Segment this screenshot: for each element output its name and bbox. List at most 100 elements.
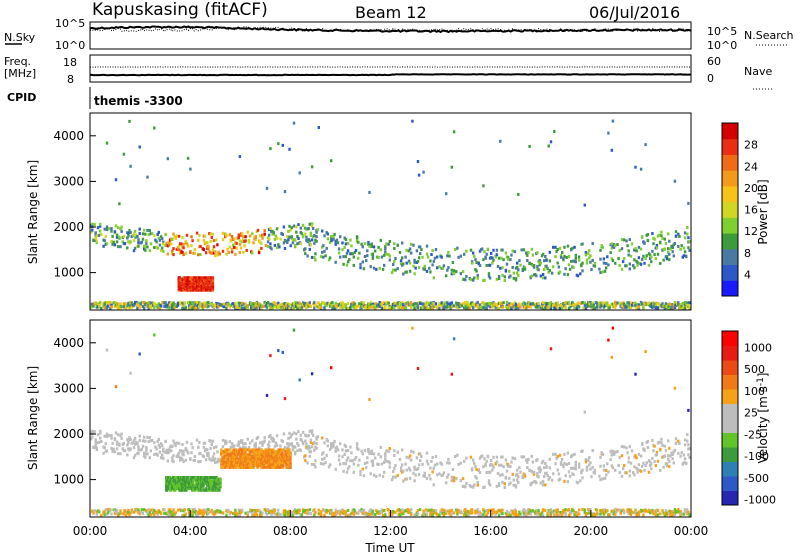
heatmap-cell (247, 462, 250, 466)
heatmap-cell (204, 447, 208, 451)
heatmap-cell (111, 449, 114, 453)
heatmap-cell (394, 268, 397, 272)
heatmap-cell (260, 448, 263, 452)
heatmap-cell (448, 254, 451, 258)
heatmap-cell (210, 443, 213, 446)
heatmap-cell (252, 241, 255, 245)
freq-tick-top: 18 (63, 56, 77, 69)
heatmap-cell (330, 366, 333, 370)
heatmap-cell (420, 455, 423, 458)
heatmap-cell (115, 440, 119, 444)
heatmap-cell (284, 510, 288, 514)
heatmap-cell (588, 511, 591, 515)
heatmap-cell (206, 241, 209, 245)
heatmap-cell (614, 451, 617, 455)
heatmap-cell (248, 448, 251, 452)
heatmap-cell (340, 303, 343, 307)
heatmap-cell (452, 511, 456, 515)
heatmap-cell (262, 454, 265, 458)
heatmap-cell (610, 242, 613, 246)
heatmap-cell (310, 165, 314, 169)
heatmap-cell (607, 338, 610, 342)
heatmap-cell (241, 439, 244, 443)
heatmap-cell (646, 238, 650, 242)
heatmap-cell (217, 250, 220, 254)
heatmap-cell (687, 246, 690, 250)
heatmap-cell (349, 238, 352, 242)
heatmap-cell (413, 513, 416, 517)
heatmap-cell (121, 447, 124, 451)
colorbar-tick-label: 24 (744, 160, 758, 173)
heatmap-cell (234, 454, 237, 458)
heatmap-cell (214, 461, 217, 465)
heatmap-cell (317, 126, 320, 129)
heatmap-cell (185, 449, 189, 453)
heatmap-cell (412, 243, 415, 247)
heatmap-cell (366, 461, 369, 465)
heatmap-cell (410, 251, 413, 255)
heatmap-cell (177, 234, 181, 238)
heatmap-cell (384, 245, 387, 249)
heatmap-cell (178, 477, 181, 481)
heatmap-cell (486, 511, 490, 515)
heatmap-cell (408, 468, 412, 472)
heatmap-cell (218, 252, 221, 256)
heatmap-cell (509, 481, 512, 485)
heatmap-cell (201, 276, 205, 280)
heatmap-cell (549, 301, 553, 305)
heatmap-cell (544, 508, 547, 512)
heatmap-cell (157, 236, 160, 240)
heatmap-cell (149, 449, 153, 453)
heatmap-cell (182, 460, 185, 464)
heatmap-cell (296, 449, 299, 453)
heatmap-cell (119, 227, 122, 231)
heatmap-cell (505, 510, 509, 513)
heatmap-cell (410, 449, 413, 453)
heatmap-cell (577, 512, 581, 516)
heatmap-cell (143, 301, 146, 305)
nsky-tick-top: 10^5 (55, 17, 85, 30)
heatmap-cell (643, 261, 646, 265)
heatmap-cell (380, 255, 384, 259)
heatmap-cell (487, 274, 491, 278)
heatmap-cell (333, 439, 336, 443)
heatmap-cell (123, 509, 127, 513)
heatmap-cell (495, 277, 499, 281)
heatmap-cell (146, 512, 149, 515)
heatmap-cell (135, 507, 138, 511)
heatmap-cell (374, 249, 377, 253)
heatmap-cell (508, 302, 511, 306)
heatmap-cell (368, 451, 371, 455)
heatmap-cell (91, 222, 94, 226)
heatmap-cell (392, 509, 395, 513)
heatmap-cell (600, 244, 603, 248)
heatmap-cell (348, 465, 351, 469)
heatmap-cell (273, 243, 277, 247)
heatmap-cell (497, 277, 501, 280)
heatmap-cell (614, 507, 617, 511)
heatmap-cell (153, 246, 156, 249)
heatmap-cell (106, 511, 110, 515)
heatmap-cell (173, 442, 176, 446)
heatmap-cell (585, 465, 589, 469)
heatmap-cell (122, 234, 126, 238)
heatmap-cell (677, 303, 680, 307)
heatmap-cell (90, 230, 93, 234)
heatmap-cell (659, 240, 662, 244)
heatmap-cell (525, 251, 528, 255)
heatmap-cell (412, 450, 415, 454)
heatmap-cell (549, 508, 553, 512)
heatmap-cell (254, 450, 257, 453)
heatmap-cell (358, 302, 361, 306)
heatmap-cell (369, 508, 372, 512)
heatmap-cell (385, 459, 388, 463)
heatmap-cell (636, 470, 639, 474)
heatmap-cell (249, 453, 252, 457)
heatmap-cell (232, 451, 235, 455)
heatmap-cell (133, 508, 137, 511)
heatmap-cell (223, 464, 226, 468)
heatmap-cell (650, 462, 653, 466)
heatmap-cell (266, 451, 269, 455)
heatmap-cell (104, 235, 107, 239)
heatmap-cell (683, 236, 687, 240)
